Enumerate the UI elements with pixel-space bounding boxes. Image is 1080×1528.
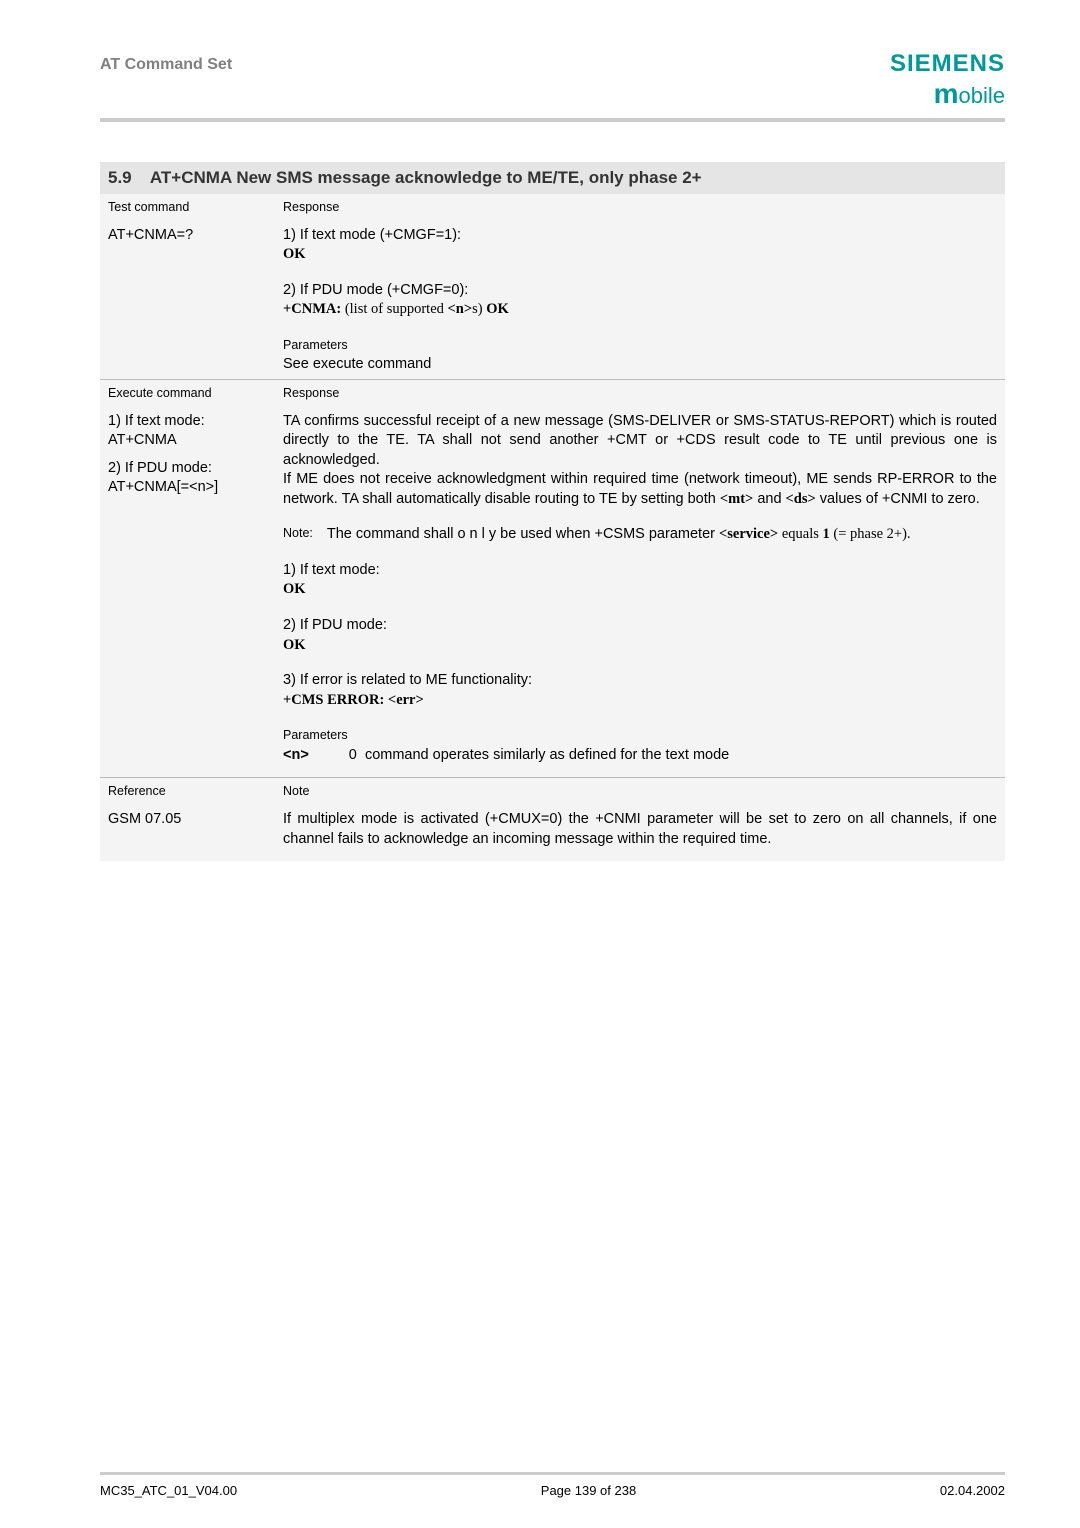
exec-r2-ok: OK — [283, 637, 306, 653]
param-n: <n> — [283, 746, 309, 766]
test-line1: 1) If text mode (+CMGF=1): — [283, 227, 461, 243]
note-text: The command shall o n l y be used when +… — [327, 525, 911, 545]
note-one: 1 — [823, 526, 830, 542]
exec-para1: TA confirms successful receipt of a new … — [283, 412, 997, 471]
param-row: <n> 0 command operates similarly as defi… — [283, 746, 997, 766]
test-command: AT+CNMA=? — [108, 227, 193, 243]
ref-note-text: If multiplex mode is activated (+CMUX=0)… — [283, 810, 997, 849]
exec-note: Note: The command shall o n l y be used … — [283, 525, 997, 545]
exec-mode1-label: 1) If text mode: — [108, 413, 205, 429]
param-desc-text: command operates similarly as defined fo… — [365, 747, 729, 763]
section-header: 5.9 AT+CNMA New SMS message acknowledge … — [100, 162, 1005, 194]
note-c: (= phase 2+). — [830, 526, 911, 542]
exec-r1-ok: OK — [283, 581, 306, 597]
exec-r3-label: 3) If error is related to ME functionali… — [283, 672, 532, 688]
cnma-suffix: s) — [472, 301, 486, 317]
footer-left: MC35_ATC_01_V04.00 — [100, 1483, 237, 1498]
exec-para2: If ME does not receive acknowledgment wi… — [283, 470, 997, 509]
brand-rest: obile — [959, 83, 1005, 108]
exec-mode2-cmd: AT+CNMA[=<n>] — [108, 479, 218, 495]
cnma-mid: (list of supported — [345, 301, 448, 317]
para2-mt: <mt> — [720, 491, 753, 507]
command-table: Test command Response AT+CNMA=? 1) If te… — [100, 194, 1005, 861]
exec-params-label: Parameters — [283, 728, 348, 742]
cnma-prefix: +CNMA: — [283, 301, 345, 317]
test-params-label: Parameters — [283, 338, 348, 352]
cnma-n: <n> — [448, 301, 473, 317]
doc-title: AT Command Set — [100, 50, 232, 74]
note-serv: <service> — [719, 526, 778, 542]
note-a: The command shall o n l y be used when +… — [327, 526, 719, 542]
exec-r3-err: +CMS ERROR: <err> — [283, 692, 424, 708]
para2-ds: <ds> — [786, 491, 816, 507]
footer-center: Page 139 of 238 — [541, 1483, 636, 1498]
note-b: equals — [778, 526, 822, 542]
test-command-label: Test command — [108, 200, 189, 214]
param-desc: 0 command operates similarly as defined … — [349, 746, 729, 766]
note-label: Note: — [283, 525, 313, 545]
footer-right: 02.04.2002 — [940, 1483, 1005, 1498]
reference-value: GSM 07.05 — [108, 811, 181, 827]
response-label: Response — [283, 200, 339, 214]
param-val: 0 — [349, 747, 357, 763]
exec-r1-label: 1) If text mode: — [283, 562, 380, 578]
brand-subline: mobile — [890, 78, 1005, 110]
reference-label: Reference — [108, 784, 166, 798]
exec-command-label: Execute command — [108, 386, 212, 400]
brand-logo: SIEMENS mobile — [890, 50, 1005, 110]
para2-c: values of +CNMI to zero. — [816, 491, 980, 507]
brand-m: m — [934, 78, 959, 109]
section-number: 5.9 — [108, 168, 132, 187]
exec-mode2-label: 2) If PDU mode: — [108, 460, 212, 476]
para2-b: and — [753, 491, 785, 507]
exec-r2-label: 2) If PDU mode: — [283, 617, 387, 633]
cnma-ok: OK — [486, 301, 509, 317]
ref-note-label: Note — [283, 784, 309, 798]
section-title: AT+CNMA New SMS message acknowledge to M… — [150, 168, 702, 187]
page-footer: MC35_ATC_01_V04.00 Page 139 of 238 02.04… — [100, 1472, 1005, 1498]
test-ok1: OK — [283, 246, 306, 262]
exec-mode1-cmd: AT+CNMA — [108, 432, 177, 448]
footer-rule — [100, 1472, 1005, 1475]
test-line2: 2) If PDU mode (+CMGF=0): — [283, 282, 468, 298]
brand-name: SIEMENS — [890, 50, 1005, 78]
test-params-text: See execute command — [283, 356, 431, 372]
exec-response-label: Response — [283, 386, 339, 400]
header-rule — [100, 118, 1005, 122]
page-header: AT Command Set SIEMENS mobile — [100, 50, 1005, 110]
